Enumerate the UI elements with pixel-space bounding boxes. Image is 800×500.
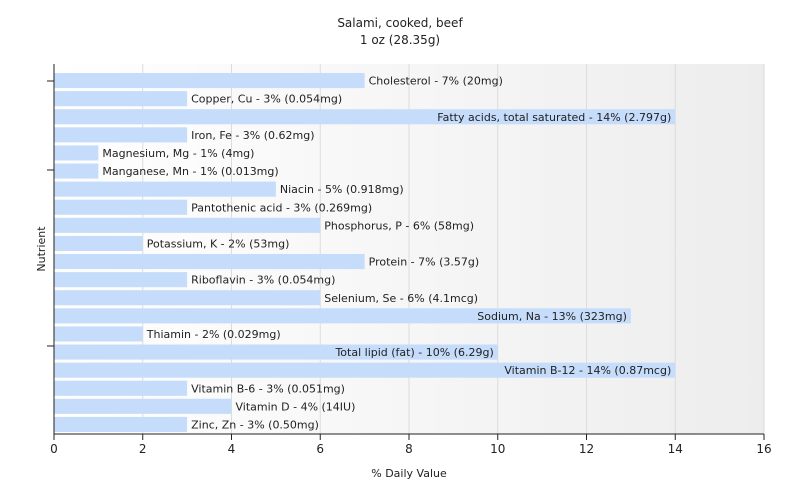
y-axis-label: Nutrient	[35, 226, 48, 272]
bar-label-0: Cholesterol - 7% (20mg)	[369, 75, 503, 88]
bar-label-12: Selenium, Se - 6% (4.1mcg)	[324, 292, 478, 305]
bar-label-5: Manganese, Mn - 1% (0.013mg)	[102, 165, 278, 178]
bar-4	[54, 145, 99, 161]
x-ticks: 0 2 4 6 8 10 12 14 16	[50, 434, 772, 456]
bar-label-3: Iron, Fe - 3% (0.62mg)	[191, 129, 314, 142]
x-tick-label-6: 12	[579, 442, 594, 456]
bar-12	[54, 290, 321, 306]
bar-19	[54, 416, 188, 432]
bar-13	[54, 308, 631, 324]
bar-7	[54, 199, 188, 215]
bar-11	[54, 272, 188, 288]
bar-label-2: Fatty acids, total saturated - 14% (2.79…	[437, 111, 671, 124]
bar-label-14: Thiamin - 2% (0.029mg)	[146, 328, 281, 341]
bar-label-15: Total lipid (fat) - 10% (6.29g)	[334, 346, 493, 359]
bar-label-8: Phosphorus, P - 6% (58mg)	[324, 219, 474, 232]
bar-label-9: Potassium, K - 2% (53mg)	[147, 237, 290, 250]
bar-label-10: Protein - 7% (3.57g)	[369, 256, 480, 269]
bar-5	[54, 163, 99, 179]
bar-label-11: Riboflavin - 3% (0.054mg)	[191, 274, 335, 287]
bar-label-1: Copper, Cu - 3% (0.054mg)	[191, 93, 342, 106]
bar-label-19: Zinc, Zn - 3% (0.50mg)	[191, 418, 319, 431]
bar-17	[54, 380, 188, 396]
bar-15	[54, 344, 498, 360]
x-tick-label-1: 2	[139, 442, 147, 456]
chart-subtitle: 1 oz (28.35g)	[360, 33, 440, 47]
bar-label-6: Niacin - 5% (0.918mg)	[280, 183, 404, 196]
bar-0	[54, 73, 365, 89]
x-tick-label-2: 4	[228, 442, 236, 456]
bars: Cholesterol - 7% (20mg) Copper, Cu - 3% (…	[54, 73, 676, 432]
x-axis-label: % Daily Value	[371, 467, 447, 480]
bar-8	[54, 217, 321, 233]
bar-16	[54, 362, 676, 378]
bar-10	[54, 254, 365, 270]
bar-3	[54, 127, 188, 143]
x-tick-label-0: 0	[50, 442, 58, 456]
bar-label-16: Vitamin B-12 - 14% (0.87mcg)	[504, 364, 671, 377]
bar-label-17: Vitamin B-6 - 3% (0.051mg)	[191, 382, 345, 395]
bar-6	[54, 181, 276, 197]
bar-18	[54, 398, 232, 414]
bar-label-7: Pantothenic acid - 3% (0.269mg)	[191, 201, 372, 214]
x-tick-label-7: 14	[668, 442, 683, 456]
x-tick-label-8: 16	[756, 442, 771, 456]
bar-label-13: Sodium, Na - 13% (323mg)	[477, 310, 627, 323]
bar-14	[54, 326, 143, 342]
x-tick-label-3: 6	[316, 442, 324, 456]
bar-2	[54, 109, 676, 125]
x-tick-label-5: 10	[490, 442, 505, 456]
bar-label-4: Magnesium, Mg - 1% (4mg)	[102, 147, 254, 160]
chart-title: Salami, cooked, beef	[337, 16, 463, 30]
x-tick-label-4: 8	[405, 442, 413, 456]
bar-1	[54, 91, 188, 107]
bar-label-18: Vitamin D - 4% (14IU)	[236, 400, 356, 413]
bar-9	[54, 235, 143, 251]
